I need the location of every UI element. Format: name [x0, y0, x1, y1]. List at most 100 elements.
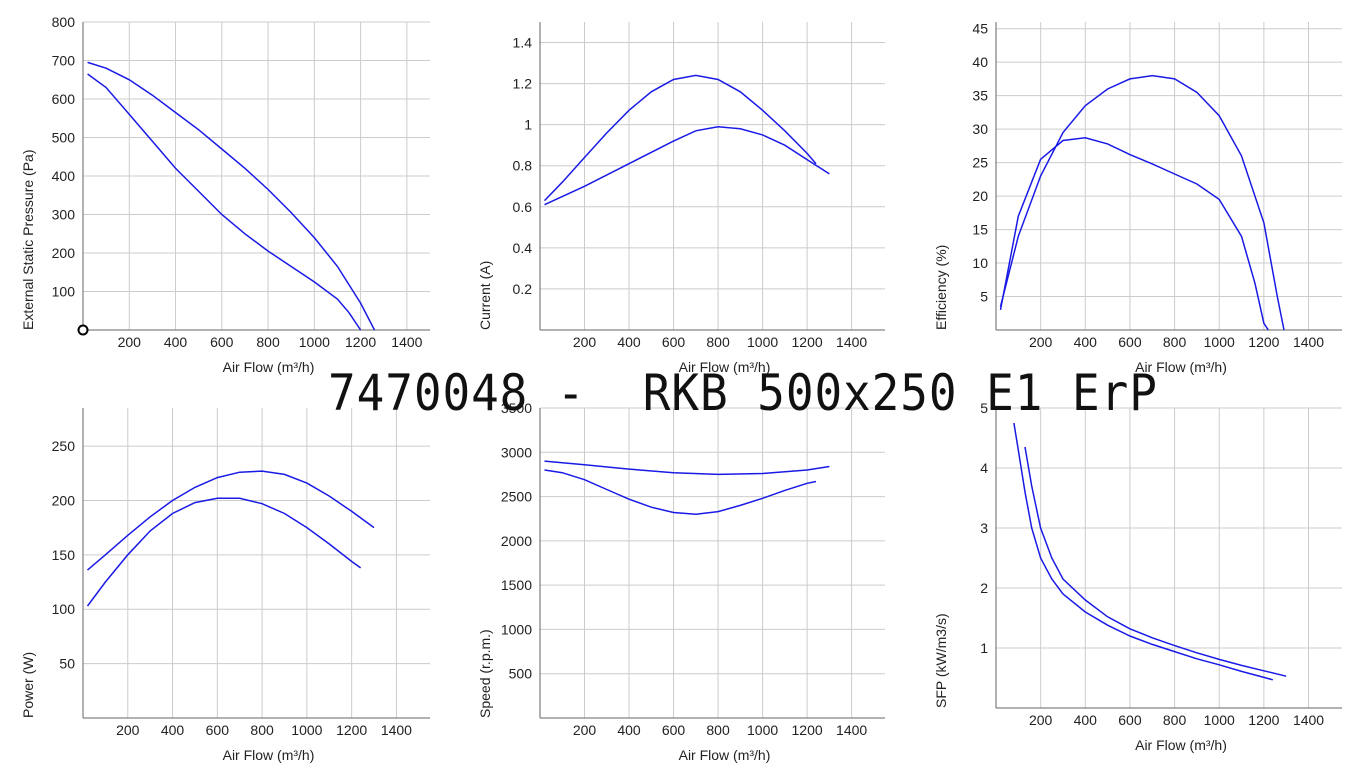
y-tick-label: 3500	[501, 400, 532, 416]
origin-marker	[77, 324, 89, 336]
series-line-2	[86, 497, 362, 607]
x-tick-label: 200	[1029, 334, 1053, 350]
x-tick-label: 1200	[1248, 334, 1279, 350]
x-tick-label: 200	[573, 334, 597, 350]
y-tick-label: 25	[972, 155, 988, 171]
x-axis-label: Air Flow (m³/h)	[1135, 737, 1227, 753]
x-axis-label: Air Flow (m³/h)	[223, 747, 315, 763]
y-tick-label: 1.2	[513, 76, 533, 92]
y-tick-label: 0.2	[513, 281, 533, 297]
y-tick-label: 0.8	[513, 158, 533, 174]
y-tick-label: 100	[52, 284, 76, 300]
y-tick-label: 3000	[501, 444, 532, 460]
x-tick-label: 1200	[792, 334, 823, 350]
x-axis-label: Air Flow (m³/h)	[679, 747, 771, 763]
y-tick-label: 10	[972, 255, 988, 271]
y-tick-label: 5	[980, 400, 988, 416]
series-line-2	[544, 469, 817, 516]
y-tick-label: 600	[52, 91, 76, 107]
y-tick-label: 30	[972, 121, 988, 137]
x-tick-label: 1000	[1204, 712, 1235, 728]
x-tick-label: 1200	[336, 722, 367, 738]
y-tick-label: 1500	[501, 577, 532, 593]
x-tick-label: 1400	[836, 722, 867, 738]
x-axis-label: Air Flow (m³/h)	[679, 359, 771, 375]
y-axis-label: External Static Pressure (Pa)	[20, 149, 36, 330]
y-tick-label: 5	[980, 289, 988, 305]
y-tick-label: 700	[52, 53, 76, 69]
y-tick-label: 150	[52, 547, 76, 563]
x-tick-label: 200	[116, 722, 140, 738]
y-tick-label: 2000	[501, 533, 532, 549]
x-tick-label: 1000	[747, 334, 778, 350]
series-line-1	[543, 74, 817, 202]
x-tick-label: 800	[1163, 712, 1187, 728]
x-tick-label: 1000	[291, 722, 322, 738]
x-tick-label: 200	[1029, 712, 1053, 728]
x-tick-label: 400	[161, 722, 185, 738]
x-tick-label: 800	[706, 722, 730, 738]
x-tick-label: 800	[256, 334, 280, 350]
x-tick-label: 1400	[391, 334, 422, 350]
x-tick-label: 1000	[1204, 334, 1235, 350]
x-tick-label: 600	[210, 334, 234, 350]
y-tick-label: 500	[509, 666, 533, 682]
x-tick-label: 400	[1074, 712, 1098, 728]
series-line-1	[87, 470, 375, 571]
x-tick-label: 600	[1118, 712, 1142, 728]
x-tick-label: 600	[662, 334, 686, 350]
y-tick-label: 2500	[501, 489, 532, 505]
x-tick-label: 600	[1118, 334, 1142, 350]
x-tick-label: 800	[706, 334, 730, 350]
y-axis-label: Power (W)	[20, 652, 36, 718]
y-tick-label: 200	[52, 245, 76, 261]
y-tick-label: 500	[52, 130, 76, 146]
x-tick-label: 1400	[836, 334, 867, 350]
y-axis-label: Speed (r.p.m.)	[477, 629, 493, 718]
x-tick-label: 1400	[1293, 712, 1324, 728]
y-tick-label: 1	[980, 640, 988, 656]
x-tick-label: 1000	[299, 334, 330, 350]
x-tick-label: 800	[1163, 334, 1187, 350]
x-tick-label: 800	[250, 722, 274, 738]
x-tick-label: 1200	[345, 334, 376, 350]
series-line-1	[544, 460, 830, 476]
y-tick-label: 20	[972, 188, 988, 204]
y-axis-label: SFP (kW/m3/s)	[933, 613, 949, 708]
y-tick-label: 400	[52, 168, 76, 184]
y-tick-label: 50	[59, 656, 75, 672]
x-tick-label: 600	[206, 722, 230, 738]
x-tick-label: 200	[573, 722, 597, 738]
y-tick-label: 250	[52, 438, 76, 454]
x-tick-label: 400	[617, 334, 641, 350]
x-axis-label: Air Flow (m³/h)	[1135, 359, 1227, 375]
y-tick-label: 1	[524, 117, 532, 133]
y-tick-label: 0.6	[513, 199, 533, 215]
y-tick-label: 200	[52, 492, 76, 508]
x-tick-label: 1200	[1248, 712, 1279, 728]
y-tick-label: 2	[980, 580, 988, 596]
series-line-1	[87, 61, 376, 331]
x-tick-label: 1200	[792, 722, 823, 738]
series-line-1	[1013, 422, 1273, 681]
x-tick-label: 400	[164, 334, 188, 350]
y-axis-label: Current (A)	[477, 261, 493, 330]
series-line-2	[544, 125, 830, 206]
x-tick-label: 200	[118, 334, 142, 350]
y-tick-label: 300	[52, 207, 76, 223]
page-title: 7470048 - RKB 500x250 E1 ErP	[328, 364, 1158, 422]
y-tick-label: 4	[980, 460, 988, 476]
y-tick-label: 35	[972, 88, 988, 104]
y-tick-label: 1.4	[513, 35, 533, 51]
y-tick-label: 1000	[501, 621, 532, 637]
y-tick-label: 100	[52, 601, 76, 617]
y-tick-label: 3	[980, 520, 988, 536]
series-line-1	[999, 74, 1285, 331]
series-line-2	[87, 73, 362, 331]
x-tick-label: 600	[662, 722, 686, 738]
x-tick-label: 400	[617, 722, 641, 738]
y-axis-label: Efficiency (%)	[933, 245, 949, 330]
x-axis-label: Air Flow (m³/h)	[223, 359, 315, 375]
y-tick-label: 45	[972, 21, 988, 37]
